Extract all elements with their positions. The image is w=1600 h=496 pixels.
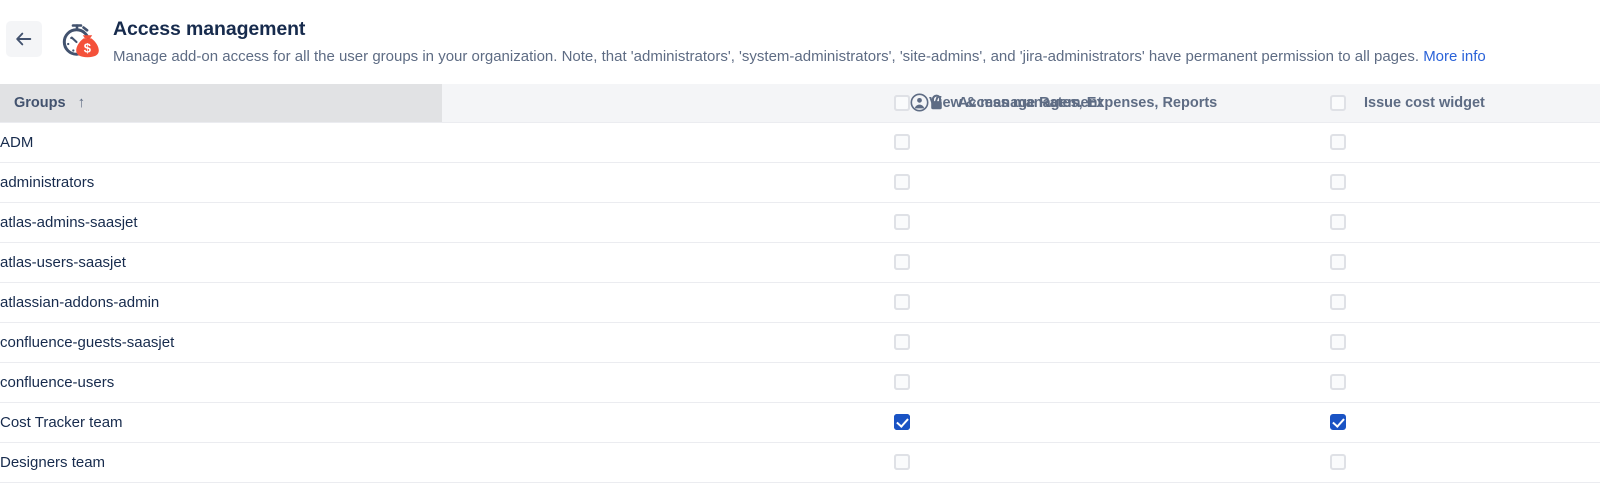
more-info-link[interactable]: More info xyxy=(1423,48,1486,65)
permission-checkbox-issue-cost-widget[interactable] xyxy=(1330,253,1346,270)
permission-checkbox-access-management[interactable] xyxy=(894,373,910,390)
permission-cell-access-management xyxy=(878,122,1312,163)
user-avatar-icon xyxy=(910,93,929,112)
table-row: confluence-guests-saasjet xyxy=(0,322,1600,363)
group-name-cell: confluence-users xyxy=(0,362,442,403)
permission-cell-view-manage xyxy=(442,322,910,363)
table-row: atlassian-addons-admin xyxy=(0,282,1600,323)
group-name-cell: Cost Tracker team xyxy=(0,402,442,443)
table-row: confluence-users xyxy=(0,362,1600,403)
select-all-checkbox-access-management[interactable] xyxy=(894,94,910,111)
column-header-access-management-label: Access management xyxy=(958,94,1103,111)
permission-cell-view-manage xyxy=(442,202,910,243)
permission-cell-view-manage xyxy=(442,402,910,443)
permission-cell-access-management xyxy=(878,402,1312,443)
table-row: Cost Tracker team xyxy=(0,402,1600,443)
back-button[interactable] xyxy=(6,21,42,57)
group-name-cell: administrators xyxy=(0,162,442,203)
column-header-issue-cost-widget: Issue cost widget xyxy=(1312,84,1600,123)
svg-text:$: $ xyxy=(84,40,92,55)
table-header-row: Groups ↑ View & manage Rates, xyxy=(0,84,1600,123)
column-header-issue-cost-widget-label: Issue cost widget xyxy=(1364,94,1485,111)
page-title: Access management xyxy=(113,18,306,40)
permission-checkbox-issue-cost-widget[interactable] xyxy=(1330,413,1346,430)
permission-cell-access-management xyxy=(878,442,1312,483)
permission-cell-issue-cost-widget xyxy=(1312,162,1600,203)
column-header-groups-label: Groups xyxy=(14,95,66,112)
table-row: atlas-users-saasjet xyxy=(0,242,1600,283)
permission-checkbox-access-management[interactable] xyxy=(894,173,910,190)
table-header: Groups ↑ View & manage Rates, xyxy=(0,84,1600,123)
permission-cell-access-management xyxy=(878,162,1312,203)
page-description-text: Manage add-on access for all the user gr… xyxy=(113,48,1420,65)
permission-cell-view-manage xyxy=(442,442,910,483)
permission-cell-issue-cost-widget xyxy=(1312,362,1600,403)
group-name-cell: atlas-users-saasjet xyxy=(0,242,442,283)
column-header-groups[interactable]: Groups ↑ xyxy=(0,84,442,123)
permission-cell-issue-cost-widget xyxy=(1312,402,1600,443)
permission-cell-view-manage xyxy=(442,282,910,323)
permission-cell-view-manage xyxy=(442,362,910,403)
permission-cell-access-management xyxy=(878,242,1312,283)
select-all-checkbox-issue-cost-widget[interactable] xyxy=(1330,94,1346,111)
permission-cell-access-management xyxy=(878,362,1312,403)
permission-checkbox-issue-cost-widget[interactable] xyxy=(1330,293,1346,310)
column-header-access-management: Access management xyxy=(878,84,1312,123)
access-management-table: Groups ↑ View & manage Rates, xyxy=(0,84,1600,483)
lock-icon xyxy=(928,93,958,112)
group-name-cell: confluence-guests-saasjet xyxy=(0,322,442,363)
permission-checkbox-issue-cost-widget[interactable] xyxy=(1330,453,1346,470)
table-body: ADM administrators atlas-admins-saasjet atl… xyxy=(0,122,1600,483)
permission-cell-view-manage xyxy=(442,242,910,283)
permission-checkbox-issue-cost-widget[interactable] xyxy=(1330,133,1346,150)
group-name-cell: Designers team xyxy=(0,442,442,483)
permission-checkbox-access-management[interactable] xyxy=(894,293,910,310)
header-text-block: Access management Manage add-on access f… xyxy=(113,15,1486,69)
group-name-cell: atlassian-addons-admin xyxy=(0,282,442,323)
permission-checkbox-issue-cost-widget[interactable] xyxy=(1330,333,1346,350)
permission-checkbox-access-management[interactable] xyxy=(894,253,910,270)
permission-cell-issue-cost-widget xyxy=(1312,322,1600,363)
group-name-cell: ADM xyxy=(0,122,442,163)
permission-cell-access-management xyxy=(878,282,1312,323)
permission-cell-issue-cost-widget xyxy=(1312,202,1600,243)
stopwatch-money-bag-icon: $ xyxy=(54,16,104,66)
table-row: Designers team xyxy=(0,442,1600,483)
table-row: administrators xyxy=(0,162,1600,203)
permission-cell-access-management xyxy=(878,202,1312,243)
permission-checkbox-issue-cost-widget[interactable] xyxy=(1330,373,1346,390)
permission-cell-issue-cost-widget xyxy=(1312,282,1600,323)
group-name-cell: atlas-admins-saasjet xyxy=(0,202,442,243)
permission-checkbox-access-management[interactable] xyxy=(894,213,910,230)
column-header-view-manage-label: View & manage Rates, Expenses, Reports xyxy=(929,94,1218,111)
permission-cell-issue-cost-widget xyxy=(1312,122,1600,163)
permission-cell-issue-cost-widget xyxy=(1312,242,1600,283)
table-row: atlas-admins-saasjet xyxy=(0,202,1600,243)
arrow-left-icon xyxy=(14,29,34,49)
permission-checkbox-issue-cost-widget[interactable] xyxy=(1330,173,1346,190)
permission-cell-view-manage xyxy=(442,122,910,163)
permission-checkbox-access-management[interactable] xyxy=(894,133,910,150)
table-row: ADM xyxy=(0,122,1600,163)
permission-checkbox-access-management[interactable] xyxy=(894,453,910,470)
permission-checkbox-access-management[interactable] xyxy=(894,333,910,350)
column-header-view-manage: View & manage Rates, Expenses, Reports xyxy=(442,84,1217,123)
page-header: $ Access management Manage add-on access… xyxy=(0,0,1600,84)
permission-cell-view-manage xyxy=(442,162,910,203)
sort-ascending-icon[interactable]: ↑ xyxy=(77,94,86,112)
permission-checkbox-issue-cost-widget[interactable] xyxy=(1330,213,1346,230)
permission-cell-access-management xyxy=(878,322,1312,363)
page-description: Manage add-on access for all the user gr… xyxy=(113,45,1486,69)
permission-cell-issue-cost-widget xyxy=(1312,442,1600,483)
permission-checkbox-access-management[interactable] xyxy=(894,413,910,430)
